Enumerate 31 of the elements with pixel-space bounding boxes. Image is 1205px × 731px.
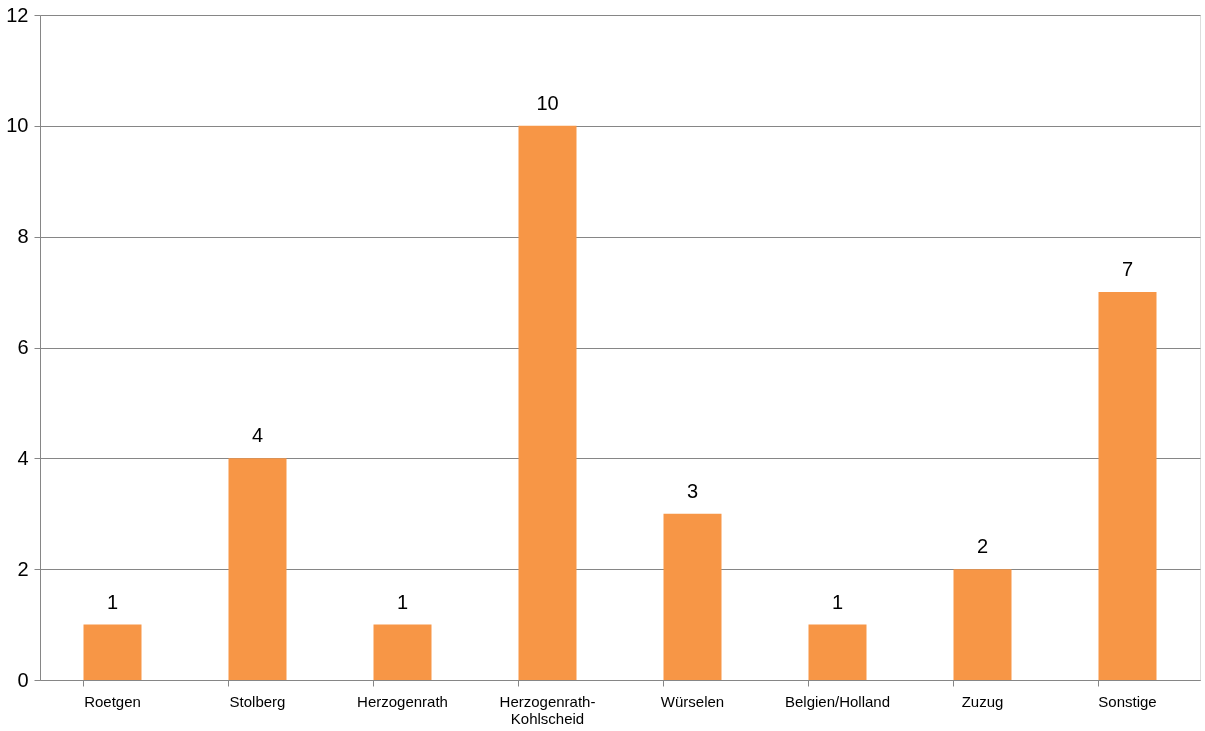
data-label: 10 <box>536 91 559 114</box>
bar <box>1098 292 1157 680</box>
y-tick-label: 12 <box>6 3 29 26</box>
y-tick-label: 6 <box>17 336 29 358</box>
x-tick-label: Sonstige <box>1098 692 1157 710</box>
x-tick-label: Belgien/Holland <box>784 692 891 710</box>
data-label: 7 <box>1121 258 1134 281</box>
y-tick-label: 2 <box>17 557 29 580</box>
x-tick-label: Roetgen <box>84 692 141 710</box>
data-label: 1 <box>831 590 844 613</box>
x-tick-label: Würselen <box>660 692 725 710</box>
bar <box>953 569 1012 680</box>
y-tick-label: 0 <box>17 668 29 691</box>
x-tick-label: Herzogenrath-Kohlscheid <box>499 692 596 727</box>
data-label: 1 <box>106 590 119 613</box>
data-label: 1 <box>396 590 409 613</box>
bar <box>663 513 722 680</box>
bar <box>83 624 142 680</box>
x-tick-label: Zuzug <box>961 692 1004 710</box>
bar <box>518 125 577 680</box>
data-label: 2 <box>976 535 989 558</box>
x-tick-label: Stolberg <box>229 692 286 710</box>
bar <box>808 624 867 680</box>
x-tick-label: Herzogenrath <box>357 692 448 710</box>
data-label: 4 <box>251 424 264 447</box>
bar <box>373 624 432 680</box>
y-tick-label: 4 <box>17 446 29 469</box>
data-label: 3 <box>686 479 699 502</box>
y-tick-label: 10 <box>6 114 29 137</box>
y-tick-label: 8 <box>17 225 29 248</box>
bar <box>228 458 287 680</box>
